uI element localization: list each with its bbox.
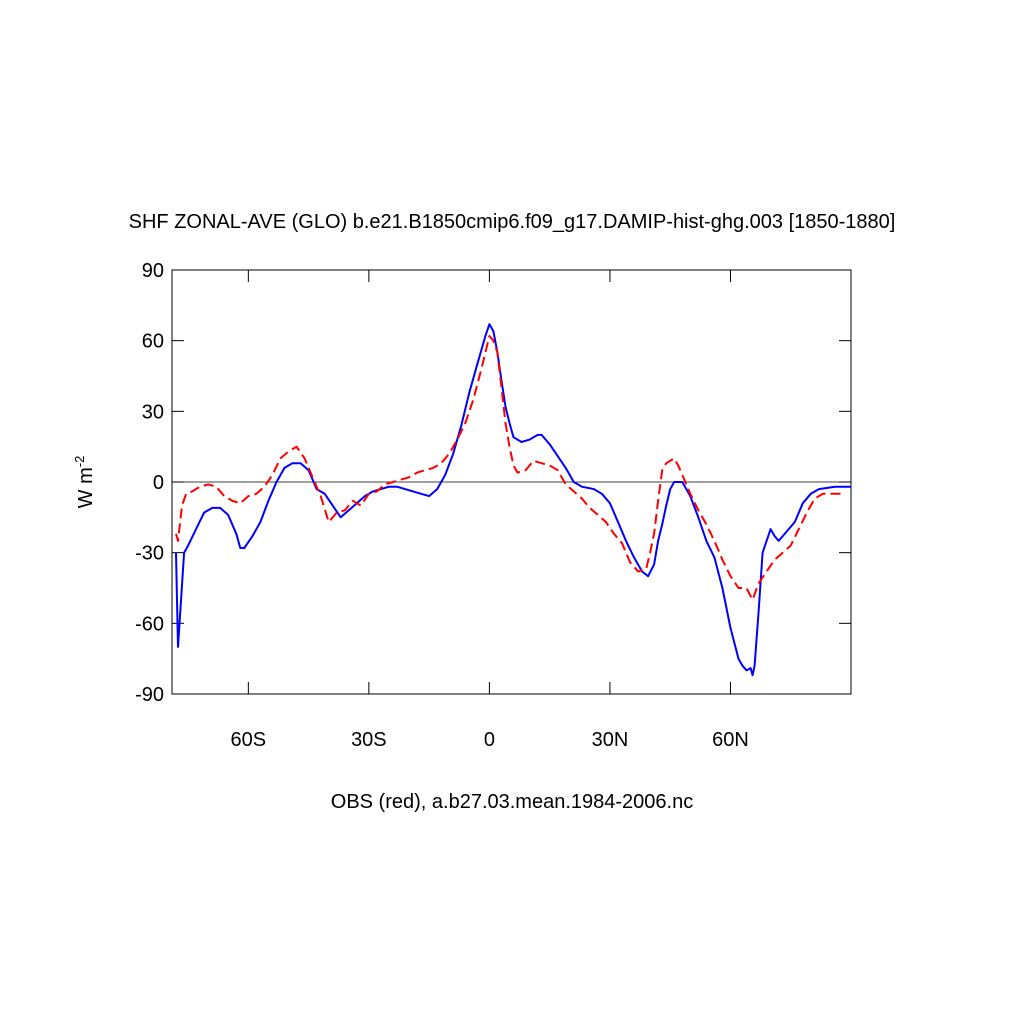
- x-tick-label: 60S: [231, 729, 267, 751]
- x-tick-label: 30N: [592, 729, 629, 751]
- y-tick-label: -90: [135, 684, 164, 706]
- x-tick-label: 30S: [351, 729, 387, 751]
- y-tick-label: -60: [135, 613, 164, 635]
- x-tick-label: 60N: [712, 729, 749, 751]
- x-axis-label: OBS (red), a.b27.03.mean.1984-2006.nc: [331, 791, 693, 813]
- y-axis-label-sup: -2: [72, 456, 87, 468]
- y-tick-label: 30: [142, 401, 164, 423]
- y-axis-label: W m-2: [72, 456, 97, 509]
- chart-title: SHF ZONAL-AVE (GLO) b.e21.B1850cmip6.f09…: [129, 211, 896, 233]
- y-axis-label-base: W m: [75, 467, 97, 508]
- y-tick-label: 90: [142, 260, 164, 282]
- x-tick-label: 0: [484, 729, 495, 751]
- y-tick-label: 0: [153, 472, 164, 494]
- y-tick-label: 60: [142, 331, 164, 353]
- series-line: [175, 323, 851, 677]
- series-line: [175, 335, 843, 601]
- y-tick-label: -30: [135, 543, 164, 565]
